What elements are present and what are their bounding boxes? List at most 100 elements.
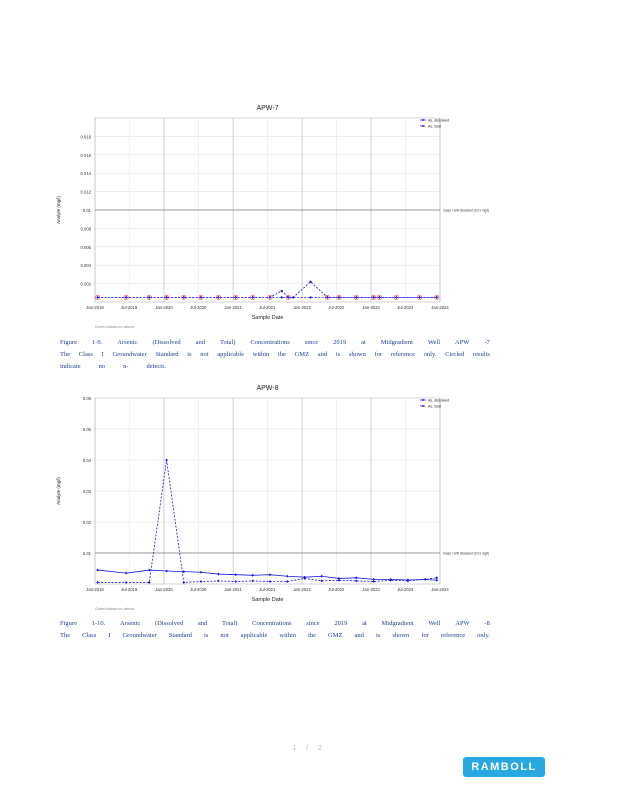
- nondetect-circle: [95, 294, 101, 300]
- data-point: [423, 577, 427, 581]
- caption-word: for: [374, 351, 383, 358]
- data-point: [251, 579, 255, 583]
- caption-word: Midgradient: [380, 339, 413, 346]
- data-point: [96, 568, 100, 572]
- y-tick-label: 0.016: [81, 153, 92, 158]
- nondetect-circle: [417, 294, 423, 300]
- caption-word: I: [108, 632, 111, 639]
- caption-word: not: [200, 351, 209, 358]
- caption-word: since: [304, 339, 319, 346]
- caption-word: reference: [440, 632, 466, 639]
- data-point: [124, 296, 128, 299]
- y-tick-label: 0.012: [81, 190, 92, 195]
- caption-word: is: [335, 351, 341, 358]
- data-point: [285, 574, 289, 578]
- caption-word: Standard: [168, 632, 192, 639]
- caption-word: (Dissolved: [152, 339, 181, 346]
- nondetect-circle: [181, 294, 187, 300]
- x-tick-label: Jul-2020: [190, 305, 207, 310]
- nondetect-circle: [146, 294, 152, 300]
- data-point: [268, 296, 272, 299]
- data-point: [354, 579, 358, 583]
- y-axis-label: Analyte (mg/l): [56, 196, 61, 224]
- data-point: [216, 296, 220, 299]
- caption-word: 1-10.: [91, 620, 106, 627]
- y-tick-label: 0.01: [83, 208, 92, 213]
- legend-marker: [421, 404, 425, 408]
- data-point: [165, 296, 169, 299]
- y-tick-label: 0.008: [81, 226, 92, 231]
- x-tick-label: Jan-2021: [224, 587, 242, 592]
- caption-1-line-2: The Class I Groundwater Standard is not applica…: [60, 349, 490, 361]
- caption-word: within: [252, 351, 270, 358]
- y-tick-label: 0.004: [81, 263, 92, 268]
- caption-word: only.: [477, 632, 490, 639]
- data-point: [147, 581, 151, 584]
- data-point: [216, 572, 220, 576]
- data-point: [337, 577, 341, 580]
- data-point: [435, 578, 439, 582]
- data-point: [96, 296, 100, 299]
- caption-word: for: [421, 632, 429, 639]
- x-tick-label: Jul-2022: [328, 305, 345, 310]
- data-point: [372, 577, 376, 581]
- caption-word: within: [279, 632, 297, 639]
- data-point: [268, 580, 272, 583]
- data-point: [309, 296, 312, 299]
- caption-1-line-1: Figure 1-9. Arsenic (Dissolved and Total) Conc…: [60, 337, 490, 349]
- caption-word: detects.: [146, 363, 167, 370]
- chart-apw-8: APW-8 0.01 0.02 0.03 0.04 0.05 0.06 Jan-2019 Jul…: [50, 380, 500, 612]
- x-axis-label: Sample Date: [252, 315, 284, 321]
- figure-caption-2: Figure 1-10. Arsenic (Dissolved and Total) Con…: [60, 618, 490, 642]
- y-tick-label: 0.06: [83, 396, 92, 401]
- caption-word: -8: [484, 620, 490, 627]
- caption-word: GMZ: [294, 351, 310, 358]
- x-tick-label: Jan-2020: [155, 305, 173, 310]
- data-point: [199, 570, 203, 574]
- caption-word: applicable: [217, 351, 244, 358]
- chart-title: APW-7: [256, 105, 278, 112]
- data-point: [389, 578, 393, 582]
- y-tick-label: 0.006: [81, 245, 92, 250]
- data-point: [291, 296, 295, 299]
- ramboll-logo: RAMBOLL: [463, 757, 545, 777]
- legend-label: As, total: [428, 405, 441, 409]
- caption-word: 2019: [334, 620, 348, 627]
- caption-word: reference: [390, 351, 415, 358]
- caption-2-line-1: Figure 1-10. Arsenic (Dissolved and Total) Con…: [60, 618, 490, 630]
- data-point: [372, 296, 376, 299]
- caption-word: Total): [221, 620, 238, 627]
- caption-word: (Dissolved: [154, 620, 184, 627]
- x-axis-label: Sample Date: [252, 597, 284, 603]
- x-tick-label: Jan-2019: [86, 587, 104, 592]
- x-tick-label: Jan-2019: [86, 305, 104, 310]
- data-point: [234, 580, 238, 583]
- caption-word: and: [197, 620, 208, 627]
- chart-apw-7: APW-7 0.002 0.004 0.006 0.008 0.01 0.012 0.014 0…: [50, 100, 500, 330]
- data-point: [325, 296, 329, 299]
- data-point: [435, 296, 439, 299]
- figure-caption-1: Figure 1-9. Arsenic (Dissolved and Total) Conc…: [60, 337, 490, 373]
- x-tick-label: Jan-2021: [224, 305, 242, 310]
- data-point: [280, 296, 284, 299]
- caption-word: 1-9.: [91, 339, 103, 346]
- data-point: [280, 289, 284, 293]
- data-point: [147, 568, 151, 572]
- nondetect-circle: [371, 294, 377, 300]
- chart-footnote: Circles indicate non-detects: [95, 607, 135, 611]
- caption-word: Standard: [155, 351, 179, 358]
- caption-word: Concentrations: [250, 339, 290, 346]
- data-point: [394, 296, 398, 299]
- caption-word: applicable: [240, 632, 268, 639]
- x-tick-label: Jul-2021: [259, 305, 276, 310]
- data-point: [96, 581, 100, 584]
- caption-word: I: [101, 351, 104, 358]
- y-tick-label: 0.01: [83, 551, 92, 556]
- data-point: [182, 570, 186, 573]
- data-point: [354, 576, 358, 580]
- caption-word: and: [354, 632, 364, 639]
- series-line-0: [97, 569, 437, 581]
- series-line-1: [97, 459, 437, 583]
- x-tick-label: Jan-2023: [362, 305, 380, 310]
- chart-title: APW-8: [256, 385, 278, 392]
